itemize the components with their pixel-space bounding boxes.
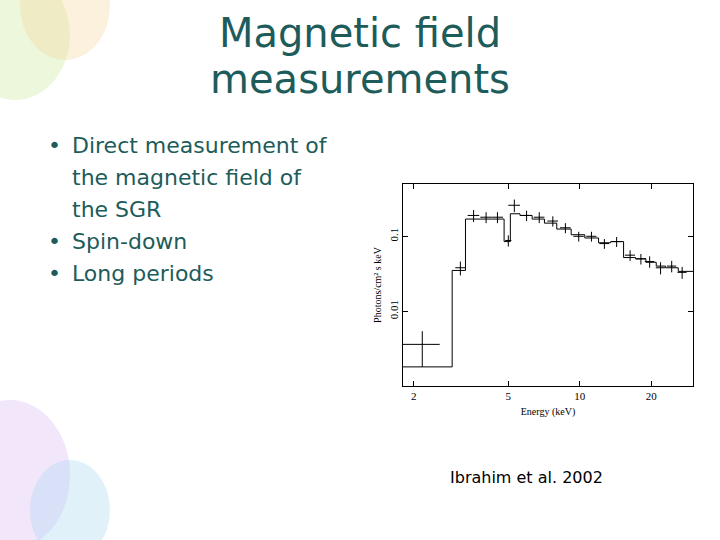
svg-text:5: 5	[506, 390, 512, 402]
svg-text:2: 2	[411, 390, 417, 402]
html-text:Spin-down: Spin-down	[72, 229, 188, 254]
html-text:Ibrahim et al. 2002: Ibrahim et al. 2002	[450, 468, 603, 487]
svg-text:0.1: 0.1	[388, 228, 400, 242]
html-text:Long periods: Long periods	[72, 261, 214, 286]
html-text:Direct measurement of the magn: Direct measurement of the magnetic field…	[72, 133, 327, 222]
svg-text:Energy (keV): Energy (keV)	[521, 406, 576, 418]
svg-text:10: 10	[574, 390, 586, 402]
svg-text:Photons/cm² s keV: Photons/cm² s keV	[372, 246, 383, 323]
svg-text:20: 20	[646, 390, 658, 402]
svg-text:0.01: 0.01	[388, 300, 400, 319]
html-text:Magnetic field measurements: Magnetic field measurements	[210, 10, 510, 102]
